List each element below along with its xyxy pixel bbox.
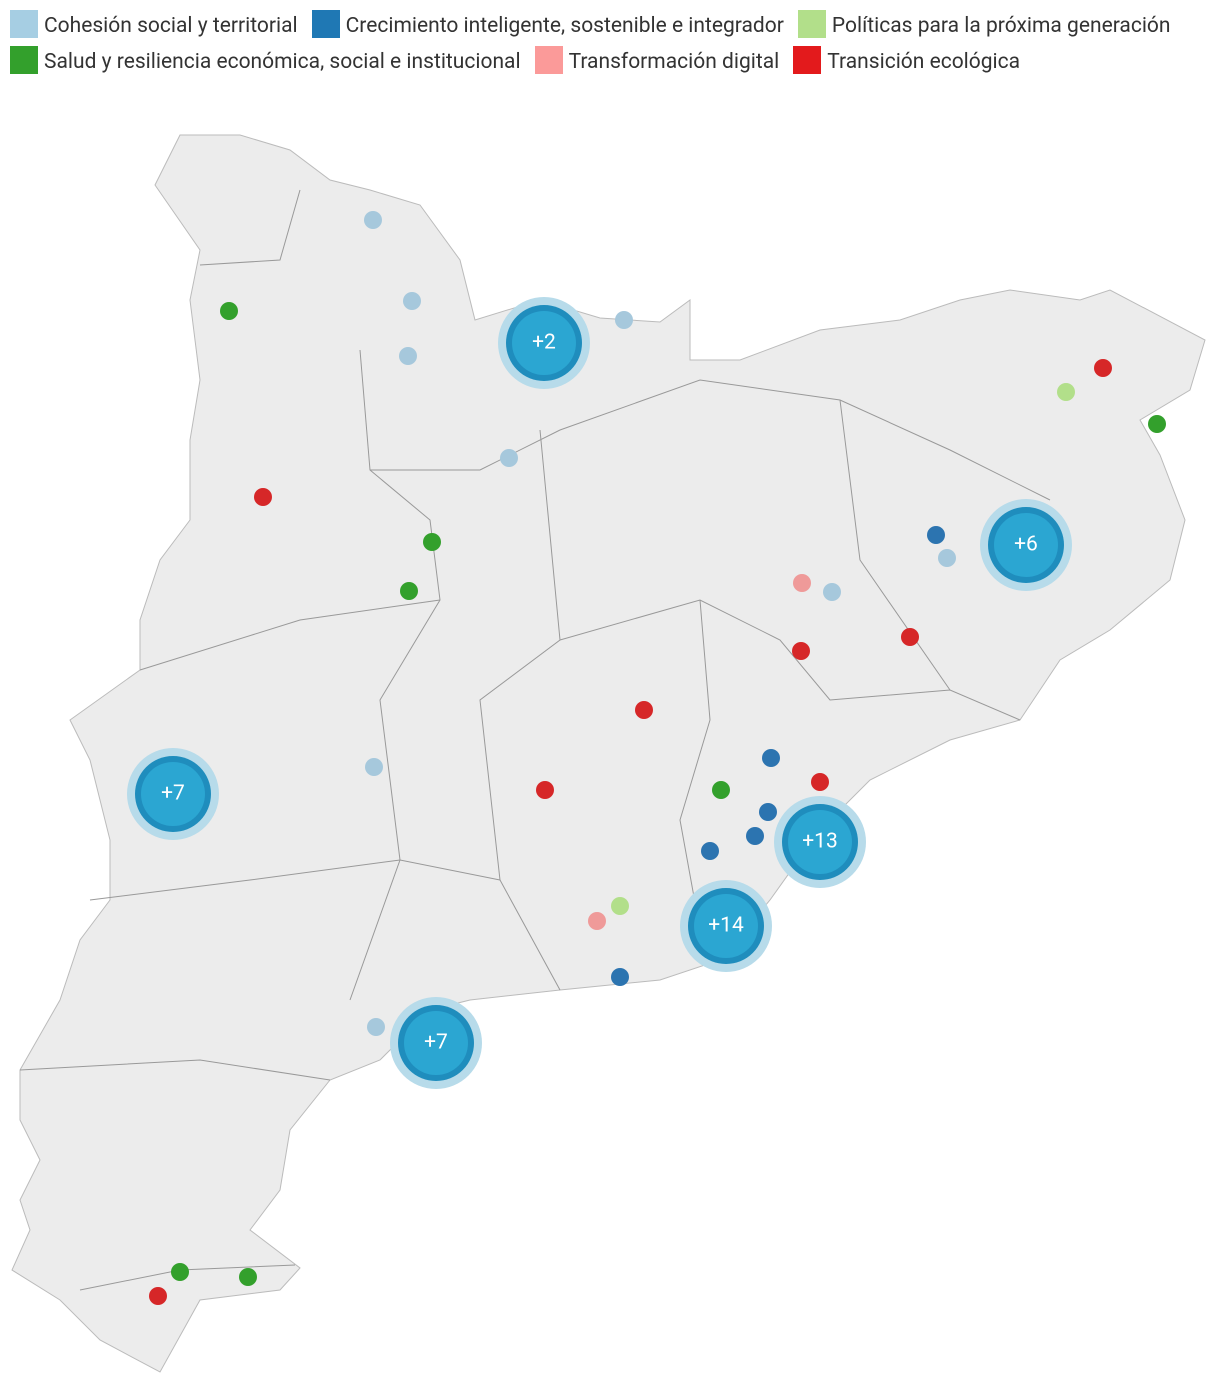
cluster-label: +6 — [1014, 533, 1038, 557]
marker — [611, 968, 629, 986]
marker — [220, 302, 238, 320]
marker — [938, 549, 956, 567]
legend-label: Transición ecológica — [827, 50, 1021, 74]
legend-swatch — [797, 10, 826, 38]
marker — [364, 211, 382, 229]
cluster-label: +14 — [708, 914, 744, 938]
marker — [536, 781, 554, 799]
marker — [399, 347, 417, 365]
marker — [762, 749, 780, 767]
marker — [811, 773, 829, 791]
legend-swatch — [311, 10, 340, 38]
legend-item[interactable]: Cohesión social y territorial — [10, 10, 298, 38]
legend-label: Cohesión social y territorial — [44, 14, 298, 38]
cluster-label: +7 — [424, 1031, 448, 1055]
marker — [792, 642, 810, 660]
legend-swatch — [793, 46, 822, 74]
marker — [423, 533, 441, 551]
legend-label: Crecimiento inteligente, sostenible e in… — [345, 14, 784, 38]
legend-swatch — [10, 10, 38, 38]
legend-label: Políticas para la próxima generación — [831, 14, 1171, 38]
region-outline — [11, 134, 1206, 1373]
marker — [712, 781, 730, 799]
marker — [746, 827, 764, 845]
legend-item[interactable]: Crecimiento inteligente, sostenible e in… — [311, 10, 784, 38]
marker — [927, 526, 945, 544]
marker — [823, 583, 841, 601]
cluster-circle — [141, 762, 205, 826]
marker — [1148, 415, 1166, 433]
legend-item[interactable]: Salud y resiliencia económica, social e … — [10, 46, 521, 74]
marker — [403, 292, 421, 310]
marker — [611, 897, 629, 915]
marker — [588, 912, 606, 930]
marker — [615, 311, 633, 329]
cluster[interactable]: +7 — [127, 748, 219, 840]
cluster-circle — [512, 311, 576, 375]
marker — [1057, 383, 1075, 401]
marker — [400, 582, 418, 600]
cluster-label: +2 — [532, 331, 556, 355]
marker — [793, 574, 811, 592]
legend-item[interactable]: Transición ecológica — [793, 46, 1021, 74]
cluster[interactable]: +7 — [390, 997, 482, 1089]
legend-label: Salud y resiliencia económica, social e … — [44, 50, 521, 74]
legend-swatch — [534, 46, 563, 74]
clusters: +2 +6 +7 +13 +14 +7 — [127, 297, 1072, 1089]
marker — [759, 803, 777, 821]
legend-item[interactable]: Transformación digital — [534, 46, 780, 74]
cluster-label: +13 — [802, 830, 838, 854]
markers — [149, 211, 1166, 1305]
marker — [701, 842, 719, 860]
marker — [635, 701, 653, 719]
cluster-circle — [788, 810, 852, 874]
marker — [239, 1268, 257, 1286]
cluster-circle — [404, 1011, 468, 1075]
legend-swatch — [10, 46, 38, 74]
cluster-circle — [994, 513, 1058, 577]
legend-label: Transformación digital — [568, 50, 780, 74]
marker — [1094, 359, 1112, 377]
borders — [19, 189, 1051, 1291]
marker — [365, 758, 383, 776]
marker — [901, 628, 919, 646]
marker — [171, 1263, 189, 1281]
cluster-circle — [694, 894, 758, 958]
cluster-label: +7 — [161, 782, 185, 806]
legend-item[interactable]: Políticas para la próxima generación — [797, 10, 1171, 38]
marker — [500, 449, 518, 467]
cluster[interactable]: +13 — [774, 796, 866, 888]
cluster[interactable]: +2 — [498, 297, 590, 389]
legend: Cohesión social y territorial Crecimiento… — [10, 8, 1215, 80]
marker — [367, 1018, 385, 1036]
cluster[interactable]: +6 — [980, 499, 1072, 591]
marker — [254, 488, 272, 506]
marker — [149, 1287, 167, 1305]
cluster[interactable]: +14 — [680, 880, 772, 972]
